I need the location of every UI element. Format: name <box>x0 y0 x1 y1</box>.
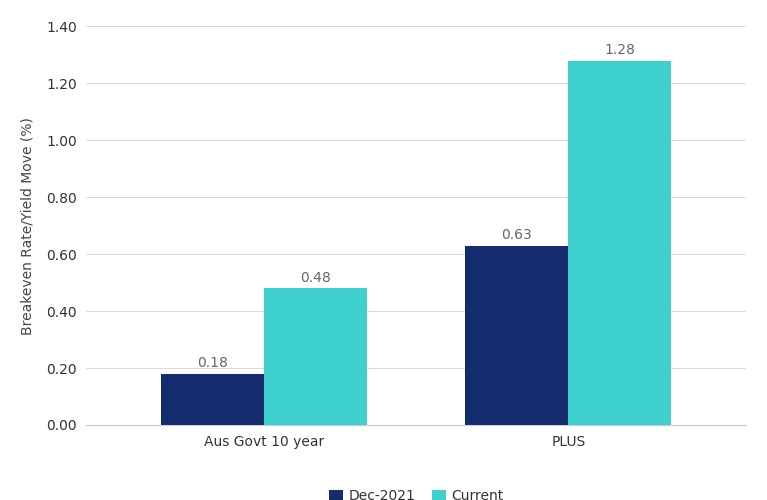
Text: 0.48: 0.48 <box>301 271 331 285</box>
Bar <box>466 246 568 425</box>
Text: 0.18: 0.18 <box>197 356 229 370</box>
Text: 1.28: 1.28 <box>604 43 635 57</box>
Bar <box>568 60 671 425</box>
Legend: Dec-2021, Current: Dec-2021, Current <box>324 484 509 500</box>
Y-axis label: Breakeven Rate/Yield Move (%): Breakeven Rate/Yield Move (%) <box>21 116 35 334</box>
Bar <box>264 288 367 425</box>
Bar <box>161 374 264 425</box>
Text: 0.63: 0.63 <box>502 228 532 242</box>
